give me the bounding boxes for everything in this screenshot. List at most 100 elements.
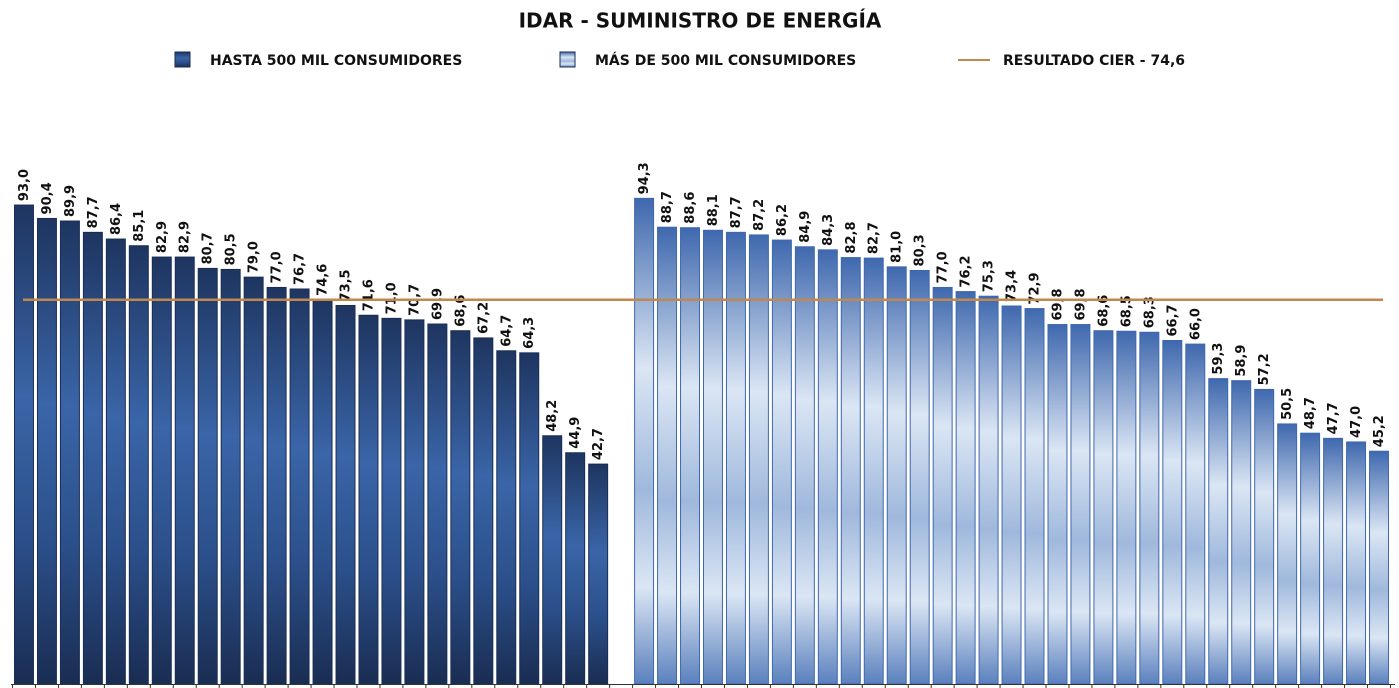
bar	[588, 463, 609, 685]
value-label: 57,2	[1257, 353, 1272, 385]
value-label: 66,0	[1188, 308, 1203, 340]
bar	[128, 245, 149, 685]
value-label: 87,2	[752, 199, 767, 231]
value-label: 47,0	[1349, 406, 1364, 438]
bar	[1231, 380, 1252, 685]
value-label: 74,6	[316, 264, 331, 296]
value-label: 77,0	[270, 251, 285, 283]
value-label: 82,8	[844, 222, 859, 254]
bar	[427, 323, 448, 685]
bar	[840, 257, 861, 685]
bar	[1208, 378, 1229, 685]
bar	[473, 337, 494, 685]
bar	[771, 239, 792, 685]
value-label: 67,2	[476, 302, 491, 334]
bar	[220, 268, 241, 685]
value-label: 69,8	[1050, 288, 1065, 320]
bar	[404, 319, 425, 685]
value-label: 85,1	[132, 210, 147, 242]
value-label: 81,0	[890, 231, 905, 263]
value-label: 76,7	[293, 253, 308, 285]
value-label: 64,7	[499, 315, 514, 347]
legend-swatch	[174, 51, 191, 68]
value-label: 82,9	[178, 221, 193, 253]
value-label: 82,9	[155, 221, 170, 253]
value-label: 47,7	[1326, 402, 1341, 434]
value-label: 80,3	[913, 234, 928, 266]
value-label: 93,0	[17, 169, 32, 201]
value-label: 80,5	[224, 233, 239, 265]
value-label: 66,7	[1165, 304, 1180, 336]
bar	[542, 435, 563, 685]
bar	[1369, 450, 1389, 685]
value-label: 89,9	[63, 185, 78, 217]
value-label: 69,9	[430, 288, 445, 320]
value-label: 71,6	[361, 279, 376, 311]
bar	[358, 314, 379, 685]
bar	[1277, 423, 1298, 685]
bar	[565, 452, 586, 685]
legend-label: HASTA 500 MIL CONSUMIDORES	[210, 53, 462, 69]
value-label: 59,3	[1211, 343, 1226, 375]
bar	[863, 257, 884, 685]
value-label: 73,5	[339, 269, 354, 301]
bar	[1254, 388, 1275, 685]
bar	[1001, 305, 1022, 685]
legend-label: MÁS DE 500 MIL CONSUMIDORES	[595, 52, 856, 69]
bar	[266, 286, 287, 685]
bar	[1070, 324, 1091, 685]
bar	[312, 299, 333, 685]
value-label: 77,0	[936, 251, 951, 283]
value-label: 88,7	[660, 191, 675, 223]
bar	[1139, 331, 1160, 685]
value-label: 44,9	[568, 417, 583, 449]
value-label: 68,5	[1119, 295, 1134, 327]
value-label: 73,4	[1005, 270, 1020, 302]
bar	[243, 276, 264, 685]
value-label: 87,7	[729, 196, 744, 228]
bar	[59, 220, 80, 685]
value-label: 76,2	[959, 255, 974, 287]
bar	[519, 352, 540, 685]
value-label: 58,9	[1234, 345, 1249, 377]
bar	[1300, 432, 1321, 685]
plot: 93,0 90,4 89,9 87,7 86,4 85,1 82,9 82,9 80,7 80,5…	[11, 162, 1395, 688]
bar	[680, 227, 700, 685]
value-label: 64,3	[522, 317, 537, 349]
bar	[634, 197, 655, 685]
bar	[1323, 437, 1344, 685]
bar	[817, 249, 838, 685]
bar	[703, 229, 723, 685]
bar	[909, 269, 930, 685]
bar	[151, 256, 172, 685]
bar	[794, 246, 815, 685]
bar	[1116, 330, 1137, 685]
value-label: 48,2	[545, 400, 560, 432]
value-label: 68,6	[1096, 295, 1111, 327]
bar	[978, 295, 999, 685]
bar	[105, 238, 126, 685]
value-label: 45,2	[1372, 415, 1387, 447]
value-label: 84,3	[821, 214, 836, 246]
bar	[886, 266, 907, 685]
bar	[450, 330, 471, 685]
chart-title: IDAR - SUMINISTRO DE ENERGÍA	[519, 9, 882, 33]
value-label: 88,1	[706, 194, 721, 226]
bar	[36, 217, 57, 685]
bar	[1047, 324, 1068, 685]
value-label: 68,3	[1142, 296, 1157, 328]
bar	[1185, 343, 1206, 685]
legend-swatch	[559, 51, 576, 68]
bar	[197, 267, 218, 685]
value-label: 79,0	[247, 241, 262, 273]
bar	[381, 317, 402, 685]
value-label: 69,8	[1073, 288, 1088, 320]
value-label: 48,7	[1303, 397, 1318, 429]
value-label: 72,9	[1028, 272, 1043, 304]
bar	[289, 288, 310, 685]
value-label: 80,7	[201, 232, 216, 264]
value-label: 88,6	[683, 192, 698, 224]
bar	[1024, 308, 1045, 685]
value-label: 86,2	[775, 204, 790, 236]
